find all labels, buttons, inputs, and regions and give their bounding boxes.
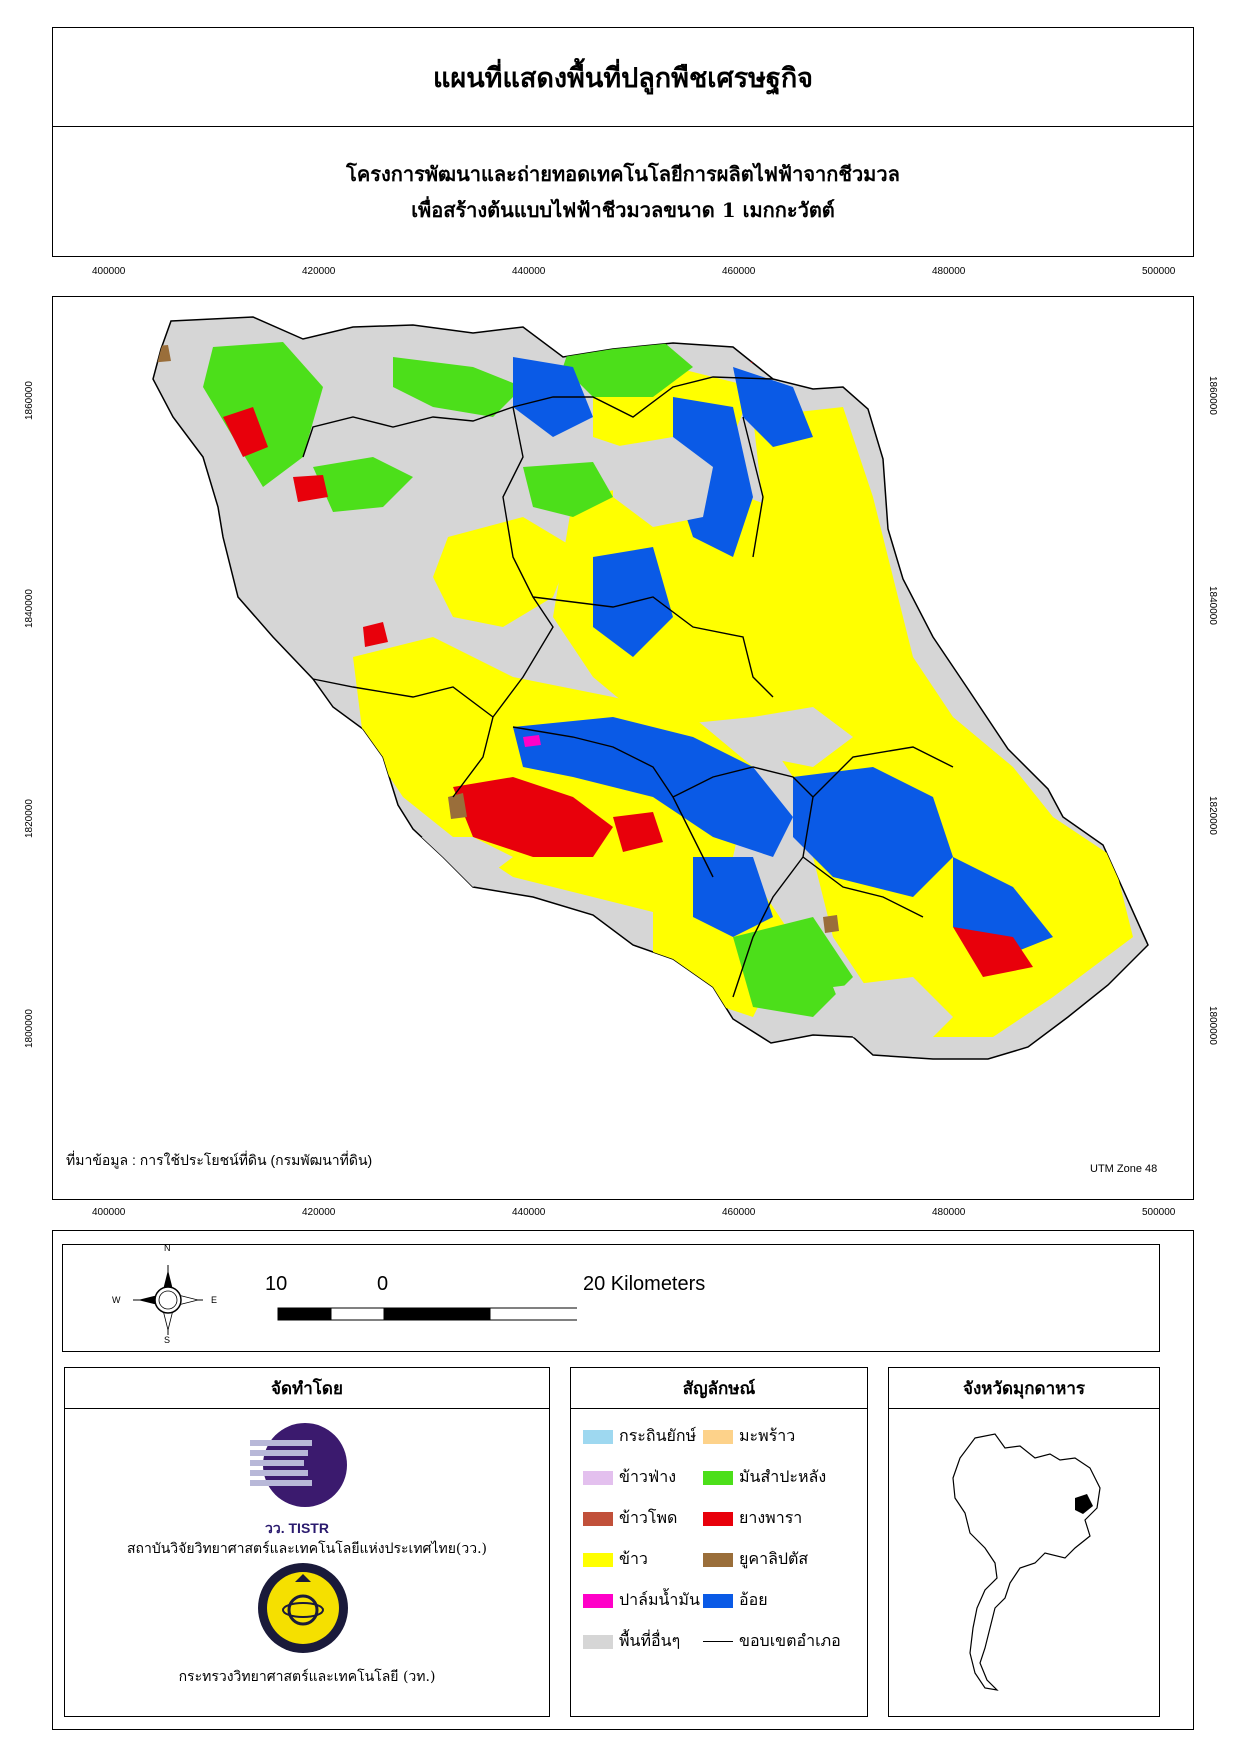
x-tick-top-460000: 460000	[722, 266, 756, 277]
y-tick-right-1800000: 1800000	[1207, 1006, 1218, 1045]
x-tick-top-420000: 420000	[302, 266, 336, 277]
north-label: N	[164, 1243, 171, 1253]
org1-name: สถาบันวิจัยวิทยาศาสตร์และเทคโนโลยีแห่งปร…	[126, 1541, 488, 1557]
organization-panel: จัดทำโดย วว. TISTR สถาบันวิจัยวิทยาศาสตร…	[64, 1367, 550, 1717]
y-tick-right-1840000: 1840000	[1207, 586, 1218, 625]
legend-item: กระถินยักษ์	[583, 1424, 696, 1449]
ministry-seal-icon	[258, 1563, 348, 1653]
scale-north-box: N S E W 10 0 20 Kilometers	[62, 1243, 1160, 1352]
province-heading: จังหวัดมุกดาหาร	[889, 1368, 1159, 1409]
scale-left-label: 10	[265, 1273, 288, 1295]
x-tick-bottom-440000: 440000	[512, 1207, 546, 1218]
org-panel-heading: จัดทำโดย	[65, 1368, 549, 1409]
legend-swatch	[583, 1552, 613, 1567]
legend-item: มันสำปะหลัง	[703, 1465, 826, 1490]
land-use-map	[152, 316, 1149, 1060]
legend-label: ข้าวโพด	[619, 1508, 678, 1527]
legend-heading: สัญลักษณ์	[571, 1368, 867, 1409]
utm-zone-note: UTM Zone 48	[1090, 1163, 1158, 1175]
org2-name: กระทรวงวิทยาศาสตร์และเทคโนโลยี (วท.)	[178, 1669, 436, 1685]
legend-swatch	[583, 1429, 613, 1444]
tistr-logo-icon	[250, 1423, 347, 1507]
legend-swatch	[583, 1634, 613, 1649]
legend-panel: สัญลักษณ์ กระถินยักษ์ข้าวฟ่างข้าวโพดข้าว…	[570, 1367, 868, 1717]
legend-swatch	[583, 1470, 613, 1485]
legend-label: กระถินยักษ์	[619, 1426, 697, 1445]
land-use-patches	[153, 333, 1133, 1057]
map-frame	[52, 296, 1194, 1200]
y-tick-left-1820000: 1820000	[24, 799, 35, 838]
legend-item: ยูคาลิปตัส	[703, 1547, 808, 1572]
legend-item: ยางพารา	[703, 1506, 802, 1531]
legend-label: มะพร้าว	[739, 1426, 796, 1445]
legend-item: ข้าวฟ่าง	[583, 1465, 676, 1490]
legend-label: พื้นที่อื่นๆ	[619, 1631, 681, 1650]
province-locator-panel: จังหวัดมุกดาหาร	[888, 1367, 1160, 1717]
subtitle-box: โครงการพัฒนาและถ่ายทอดเทคโนโลยีการผลิตไฟ…	[52, 126, 1194, 257]
legend-item: อ้อย	[703, 1588, 768, 1613]
legend-label: อ้อย	[739, 1590, 768, 1609]
east-label: E	[211, 1295, 218, 1305]
y-tick-left-1860000: 1860000	[24, 381, 35, 420]
project-title-line2: เพื่อสร้างต้นแบบไฟฟ้าชีวมวลขนาด 1 เมกกะว…	[411, 197, 835, 222]
y-tick-right-1820000: 1820000	[1207, 796, 1218, 835]
legend-swatch	[703, 1470, 733, 1485]
legend-label: ยูคาลิปตัส	[739, 1549, 809, 1568]
legend-item: มะพร้าว	[703, 1424, 795, 1449]
legend-line-swatch	[703, 1641, 733, 1642]
y-tick-left-1800000: 1800000	[24, 1009, 35, 1048]
y-tick-left-1840000: 1840000	[24, 589, 35, 628]
legend-swatch	[703, 1552, 733, 1567]
legend-swatch	[583, 1593, 613, 1608]
thailand-locator-map	[952, 1433, 1101, 1691]
legend-label: ขอบเขตอำเภอ	[739, 1631, 841, 1650]
legend-item: ข้าวโพด	[583, 1506, 677, 1531]
x-tick-bottom-480000: 480000	[932, 1207, 966, 1218]
x-tick-bottom-460000: 460000	[722, 1207, 756, 1218]
legend-label: มันสำปะหลัง	[739, 1467, 827, 1486]
scale-zero-label: 0	[377, 1273, 389, 1295]
legend-item: ขอบเขตอำเภอ	[703, 1629, 841, 1654]
district-boundaries	[302, 376, 954, 998]
x-tick-bottom-420000: 420000	[302, 1207, 336, 1218]
north-arrow-icon	[133, 1265, 203, 1335]
south-label: S	[164, 1335, 171, 1345]
scale-bar	[277, 1307, 577, 1321]
project-title-line1: โครงการพัฒนาและถ่ายทอดเทคโนโลยีการผลิตไฟ…	[346, 161, 900, 186]
tistr-logo-text: วว. TISTR	[265, 1520, 329, 1536]
legend-item: พื้นที่อื่นๆ	[583, 1629, 680, 1654]
legend-item: ข้าว	[583, 1547, 648, 1572]
x-tick-top-500000: 500000	[1142, 266, 1176, 277]
legend-label: ข้าว	[619, 1549, 648, 1568]
scale-right-label: 20 Kilometers	[583, 1273, 706, 1295]
x-tick-top-440000: 440000	[512, 266, 546, 277]
x-tick-top-400000: 400000	[92, 266, 126, 277]
legend-label: ยางพารา	[739, 1508, 803, 1527]
legend-item: ปาล์มน้ำมัน	[583, 1588, 700, 1613]
x-tick-top-480000: 480000	[932, 266, 966, 277]
legend-swatch	[703, 1511, 733, 1526]
legend-label: ปาล์มน้ำมัน	[619, 1590, 700, 1609]
title-box: แผนที่แสดงพื้นที่ปลูกพืชเศรษฐกิจ	[52, 27, 1194, 127]
x-tick-bottom-400000: 400000	[92, 1207, 126, 1218]
legend-swatch	[583, 1511, 613, 1526]
legend-swatch	[703, 1593, 733, 1608]
x-tick-bottom-500000: 500000	[1142, 1207, 1176, 1218]
data-source-note: ที่มาข้อมูล : การใช้ประโยชน์ที่ดิน (กรมพ…	[66, 1152, 373, 1168]
map-title: แผนที่แสดงพื้นที่ปลูกพืชเศรษฐกิจ	[432, 62, 814, 94]
legend-swatch	[703, 1429, 733, 1444]
legend-label: ข้าวฟ่าง	[619, 1467, 677, 1486]
west-label: W	[112, 1295, 121, 1305]
y-tick-right-1860000: 1860000	[1207, 376, 1218, 415]
